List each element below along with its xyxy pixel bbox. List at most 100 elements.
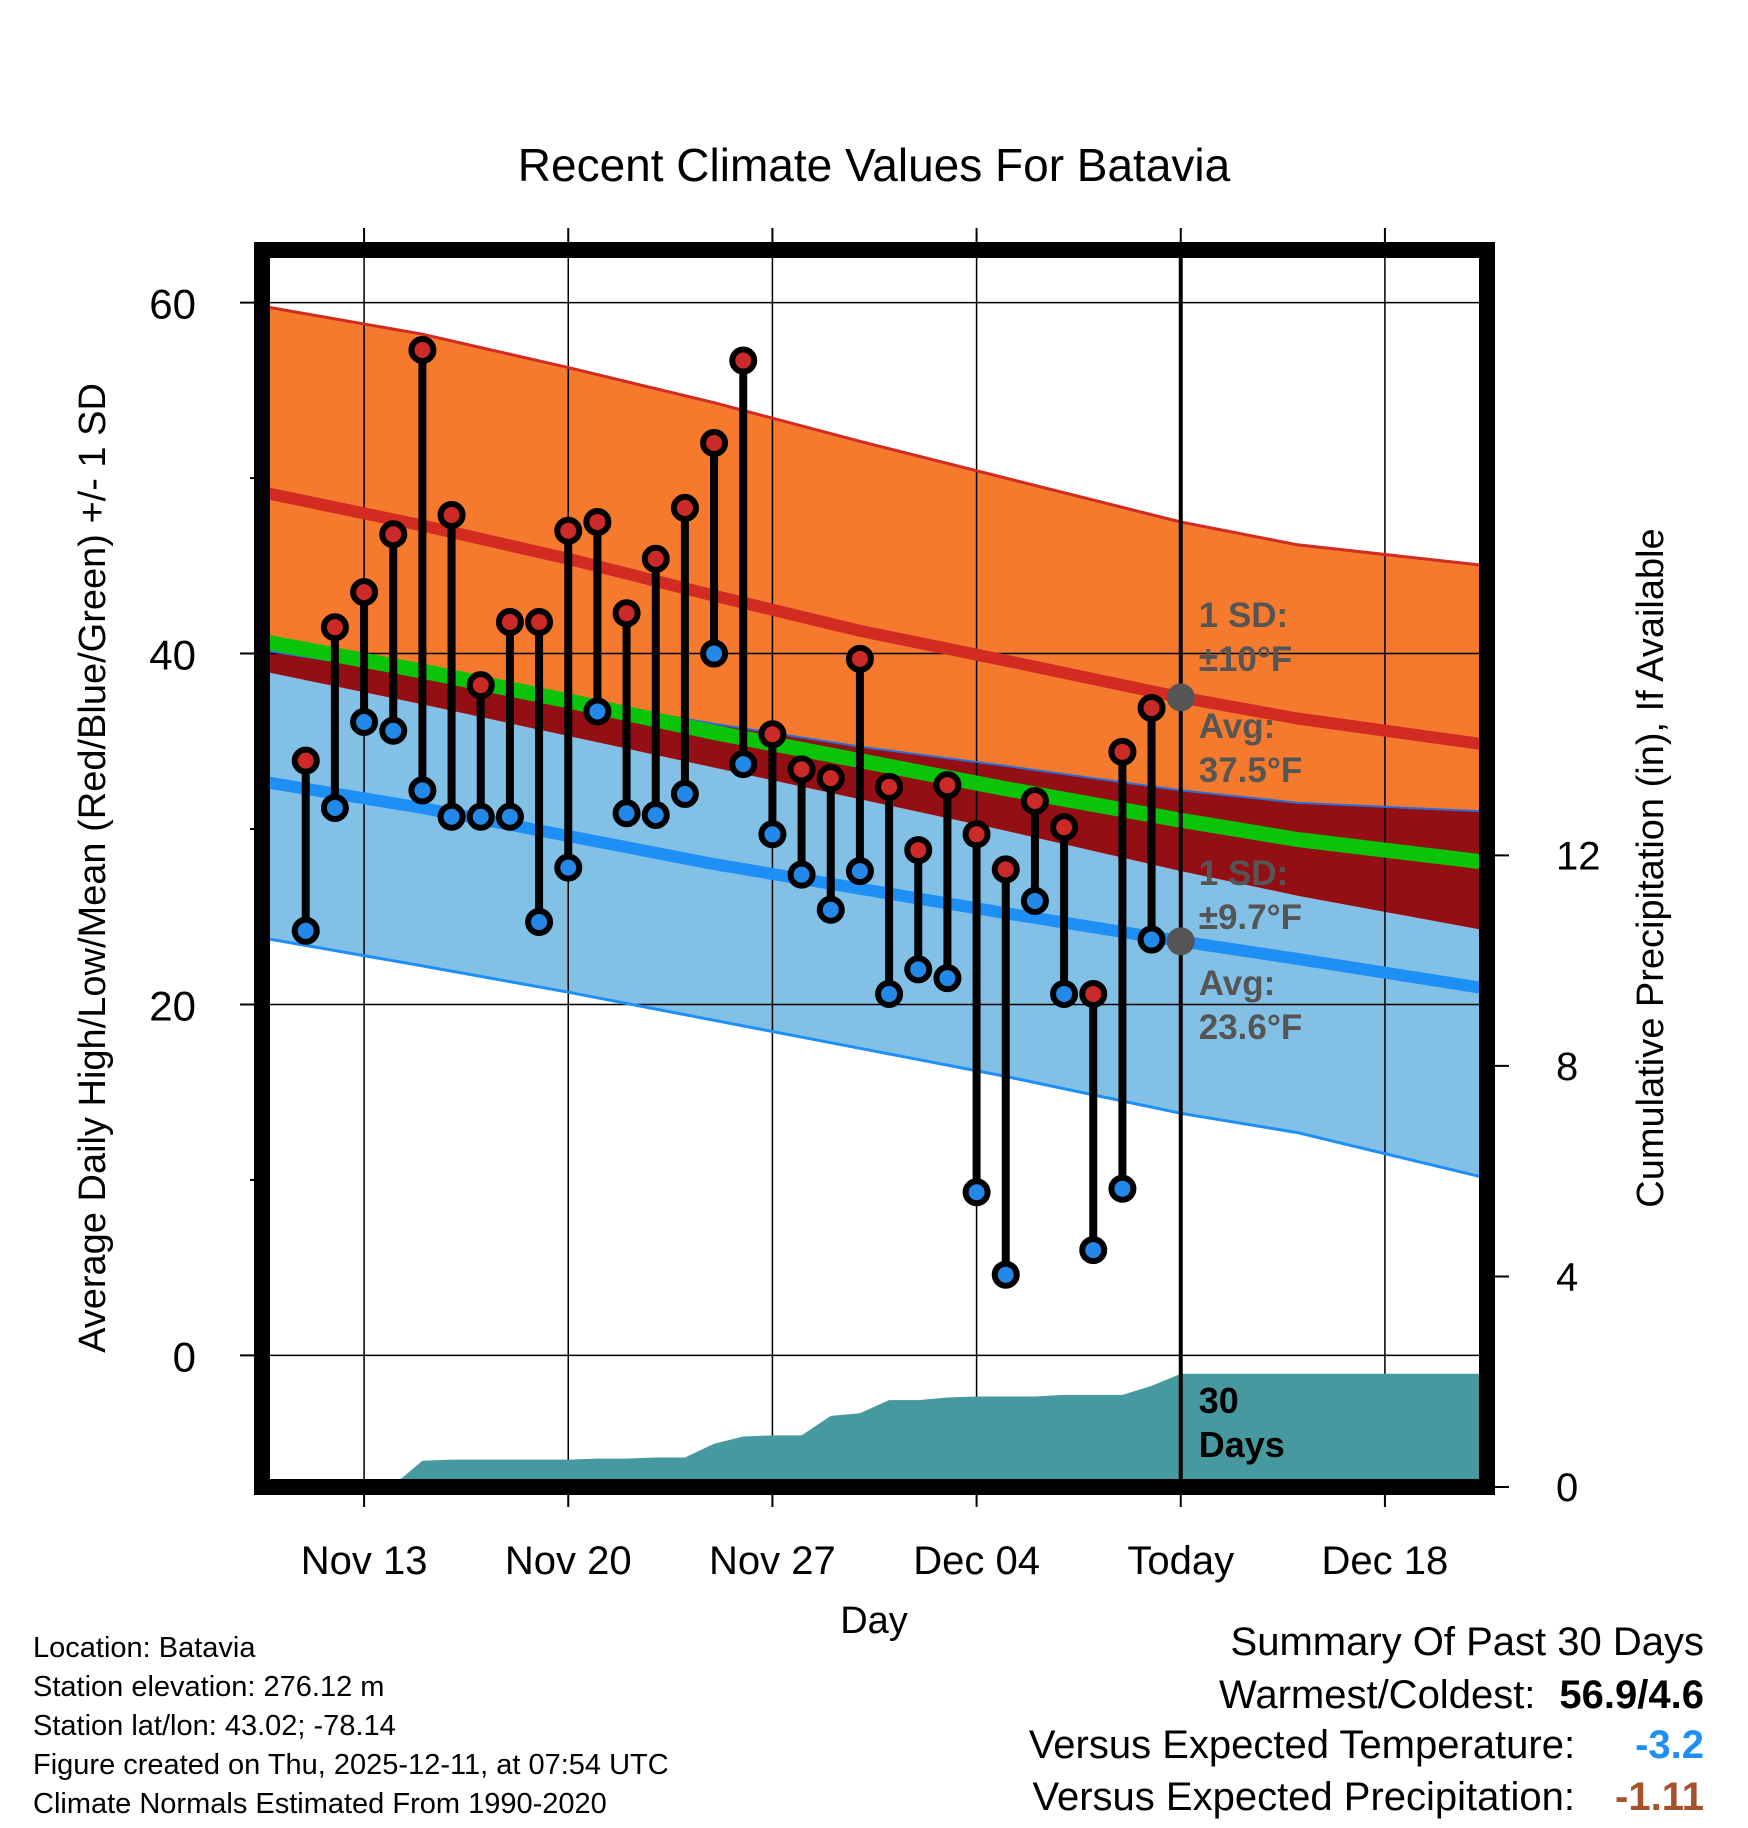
daily-high-point — [700, 429, 729, 458]
daily-low-point — [670, 779, 699, 808]
today-low-avg-marker — [1166, 927, 1195, 956]
chart-title: Recent Climate Values For Batavia — [518, 139, 1231, 191]
daily-high-point — [962, 820, 991, 849]
summary-warmest-row: Warmest/Coldest: 56.9/4.6 — [1219, 1673, 1704, 1718]
daily-high-point — [758, 720, 787, 749]
daily-high-point — [845, 644, 874, 673]
daily-low-point — [1050, 979, 1079, 1008]
y2-tick-label: 4 — [1556, 1255, 1578, 1299]
daily-low-point — [875, 979, 904, 1008]
info-created: Figure created on Thu, 2025-12-11, at 07… — [33, 1749, 669, 1781]
y-tick-label: 60 — [149, 281, 196, 328]
y-axis-label: Average Daily High/Low/Mean (Red/Blue/Gr… — [72, 383, 114, 1353]
daily-high-point — [350, 578, 379, 607]
daily-high-point — [554, 516, 583, 545]
y-tick-label: 0 — [173, 1333, 196, 1380]
daily-low-point — [525, 908, 554, 937]
high-plus-sd-line — [261, 304, 1488, 568]
daily-low-point — [700, 639, 729, 668]
daily-low-point — [583, 697, 612, 726]
daily-high-point — [612, 599, 641, 628]
x-tick-label: Dec 04 — [913, 1539, 1040, 1583]
daily-low-point — [408, 776, 437, 805]
daily-low-point — [962, 1178, 991, 1207]
daily-high-point — [1050, 813, 1079, 842]
daily-high-point — [1020, 786, 1049, 815]
daily-high-point — [933, 771, 962, 800]
daily-low-point — [933, 964, 962, 993]
daily-low-point — [1020, 886, 1049, 915]
daily-low-point — [758, 820, 787, 849]
y2-axis-label: Cumulative Precipitation (in), If Availa… — [1630, 528, 1672, 1207]
annotation-low-avg: 23.6°F — [1199, 1008, 1303, 1047]
daily-low-point — [1137, 925, 1166, 954]
summary-temp-row: Versus Expected Temperature: -3.2 — [1029, 1723, 1704, 1768]
daily-high-point — [904, 836, 933, 865]
daily-high-point — [408, 336, 437, 365]
summary-warmest-label: Warmest/Coldest: — [1219, 1673, 1536, 1717]
x-axis-label: Day — [840, 1600, 908, 1642]
daily-high-point — [670, 493, 699, 522]
info-normals: Climate Normals Estimated From 1990-2020 — [33, 1788, 607, 1820]
summary-title: Summary Of Past 30 Days — [1230, 1620, 1704, 1664]
daily-high-point — [1079, 979, 1108, 1008]
summary-temp-label: Versus Expected Temperature: — [1028, 1723, 1576, 1767]
daily-high-point — [379, 520, 408, 549]
y-tick-label: 20 — [149, 982, 196, 1029]
annotation-high-sd: 1 SD: — [1199, 596, 1288, 635]
info-location: Location: Batavia — [33, 1632, 256, 1664]
plot-frame — [254, 242, 1495, 1495]
info-elevation: Station elevation: 276.12 m — [33, 1671, 385, 1703]
daily-low-point — [320, 793, 349, 822]
daily-low-point — [554, 853, 583, 882]
annotation-days-window: Days — [1199, 1424, 1285, 1465]
x-tick-label: Dec 18 — [1322, 1539, 1449, 1583]
daily-high-point — [495, 607, 524, 636]
daily-high-point — [875, 772, 904, 801]
low-minus-sd-line — [261, 936, 1488, 1180]
daily-high-point — [991, 855, 1020, 884]
daily-high-point — [291, 746, 320, 775]
y2-tick-label: 12 — [1556, 834, 1601, 878]
daily-low-point — [437, 802, 466, 831]
x-tick-label: Nov 20 — [505, 1539, 632, 1583]
high-avg-line — [260, 486, 1488, 751]
daily-high-point — [437, 500, 466, 529]
daily-low-point — [816, 895, 845, 924]
annotation-high-sd: ±10°F — [1199, 640, 1293, 679]
daily-low-point — [350, 707, 379, 736]
daily-high-point — [816, 764, 845, 793]
annotation-high-avg: Avg: — [1199, 707, 1275, 746]
x-tick-label: Today — [1127, 1539, 1234, 1583]
summary-warmest-value: 56.9/4.6 — [1559, 1673, 1704, 1717]
daily-high-point — [466, 671, 495, 700]
daily-high-point — [525, 607, 554, 636]
summary-precip-row: Versus Expected Precipitation: -1.11 — [1033, 1775, 1705, 1820]
daily-high-point — [641, 544, 670, 573]
daily-high-point — [1108, 737, 1137, 766]
daily-low-point — [904, 955, 933, 984]
y-tick-label: 40 — [149, 632, 196, 679]
daily-low-point — [845, 857, 874, 886]
daily-low-point — [991, 1260, 1020, 1289]
daily-high-point — [729, 346, 758, 375]
daily-high-point — [1137, 693, 1166, 722]
daily-low-point — [787, 860, 816, 889]
summary-precip-label: Versus Expected Precipitation: — [1032, 1775, 1576, 1819]
today-high-avg-marker — [1166, 683, 1195, 712]
daily-high-point — [583, 507, 612, 536]
daily-low-point — [466, 802, 495, 831]
y2-tick-label: 0 — [1556, 1466, 1578, 1510]
daily-high-point — [320, 613, 349, 642]
daily-low-point — [1108, 1174, 1137, 1203]
daily-high-point — [787, 755, 816, 784]
daily-low-point — [641, 800, 670, 829]
daily-low-point — [379, 716, 408, 745]
precip-area — [262, 1373, 1487, 1487]
info-latlon: Station lat/lon: 43.02; -78.14 — [33, 1710, 396, 1742]
annotation-low-avg: Avg: — [1199, 964, 1275, 1003]
daily-low-point — [1079, 1236, 1108, 1265]
annotation-low-sd: 1 SD: — [1199, 854, 1288, 893]
annotation-high-avg: 37.5°F — [1199, 751, 1303, 790]
